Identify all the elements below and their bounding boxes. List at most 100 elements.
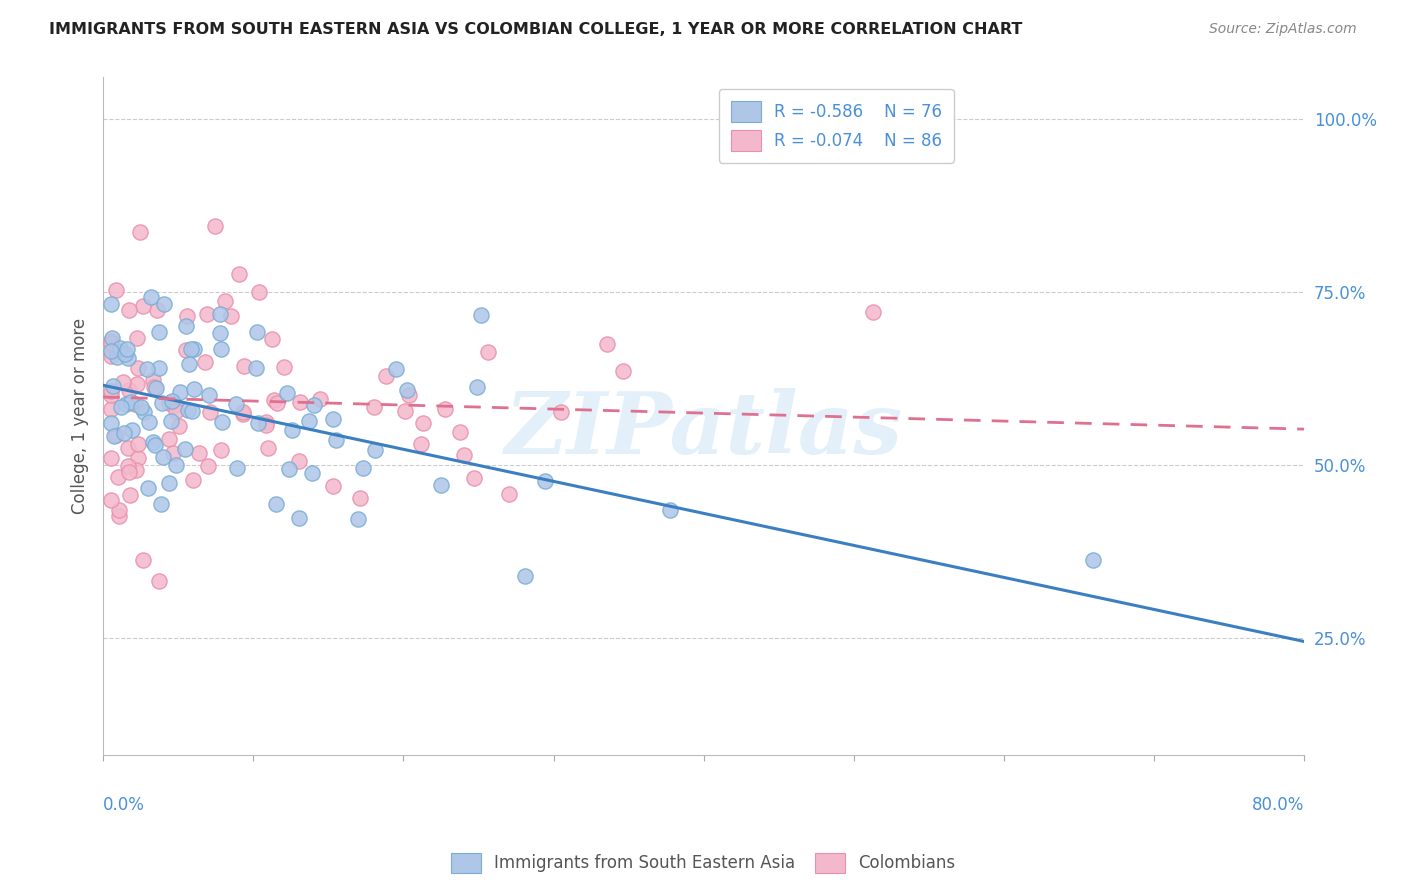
Point <box>100 344 122 359</box>
Text: ZIPatlas: ZIPatlas <box>505 388 903 472</box>
Point <box>232 405 254 419</box>
Point <box>174 319 197 334</box>
Point <box>101 379 124 393</box>
Point <box>288 510 311 524</box>
Legend: Immigrants from South Eastern Asia, Colombians: Immigrants from South Eastern Asia, Colo… <box>444 847 962 880</box>
Point <box>101 330 124 344</box>
Point <box>273 359 295 374</box>
Point <box>100 451 122 466</box>
Point <box>233 359 256 374</box>
Point <box>194 355 217 369</box>
Point <box>108 503 131 517</box>
Point <box>120 488 142 502</box>
Point <box>108 508 131 523</box>
Point <box>430 477 453 491</box>
Point <box>104 428 127 442</box>
Point <box>211 342 233 356</box>
Point <box>862 305 884 319</box>
Point <box>100 493 122 508</box>
Point <box>302 397 325 411</box>
Point <box>214 293 236 308</box>
Point <box>254 418 277 433</box>
Point <box>550 405 572 419</box>
Point <box>209 326 232 340</box>
Point <box>100 334 122 348</box>
Point <box>136 362 159 376</box>
Point <box>165 458 187 473</box>
Point <box>127 451 149 466</box>
Point <box>142 435 165 450</box>
Point <box>132 553 155 567</box>
Point <box>100 335 122 350</box>
Point <box>187 446 209 460</box>
Point <box>322 412 344 426</box>
Text: 80.0%: 80.0% <box>1251 796 1305 814</box>
Point <box>142 380 165 394</box>
Point <box>110 401 132 415</box>
Point <box>266 396 288 410</box>
Point <box>134 405 156 419</box>
Point <box>111 375 134 389</box>
Point <box>139 290 162 304</box>
Point <box>276 386 298 401</box>
Point <box>290 395 312 409</box>
Point <box>228 267 250 281</box>
Point <box>352 460 374 475</box>
Point <box>157 396 180 410</box>
Point <box>246 325 269 339</box>
Point <box>104 343 127 357</box>
Point <box>148 574 170 589</box>
Point <box>658 503 681 517</box>
Point <box>177 403 200 417</box>
Point <box>596 336 619 351</box>
Point <box>129 400 152 414</box>
Y-axis label: College, 1 year or more: College, 1 year or more <box>72 318 89 515</box>
Point <box>534 474 557 488</box>
Point <box>146 303 169 318</box>
Point <box>453 448 475 462</box>
Point <box>364 443 387 458</box>
Point <box>112 425 135 440</box>
Point <box>254 415 277 429</box>
Point <box>1083 553 1105 567</box>
Point <box>160 414 183 428</box>
Point <box>114 346 136 360</box>
Point <box>149 497 172 511</box>
Point <box>287 453 309 467</box>
Point <box>177 357 200 371</box>
Point <box>142 373 165 387</box>
Point <box>280 423 302 437</box>
Text: Source: ZipAtlas.com: Source: ZipAtlas.com <box>1209 22 1357 37</box>
Point <box>100 384 122 398</box>
Point <box>395 383 418 397</box>
Point <box>100 387 122 401</box>
Point <box>209 442 232 457</box>
Point <box>198 388 221 402</box>
Point <box>117 458 139 473</box>
Point <box>465 380 488 394</box>
Point <box>449 425 471 439</box>
Point <box>200 405 222 419</box>
Point <box>434 402 457 417</box>
Point <box>127 360 149 375</box>
Point <box>180 343 202 357</box>
Point <box>138 415 160 429</box>
Point <box>148 361 170 376</box>
Point <box>322 479 344 493</box>
Point <box>159 432 181 446</box>
Point <box>277 462 299 476</box>
Point <box>100 297 122 311</box>
Point <box>103 428 125 442</box>
Point <box>349 491 371 506</box>
Point <box>118 466 141 480</box>
Point <box>108 342 131 356</box>
Point <box>118 383 141 397</box>
Point <box>174 343 197 357</box>
Point <box>118 302 141 317</box>
Point <box>105 350 128 364</box>
Point <box>225 460 247 475</box>
Point <box>477 345 499 359</box>
Point <box>180 404 202 418</box>
Point <box>174 442 197 456</box>
Point <box>176 310 198 324</box>
